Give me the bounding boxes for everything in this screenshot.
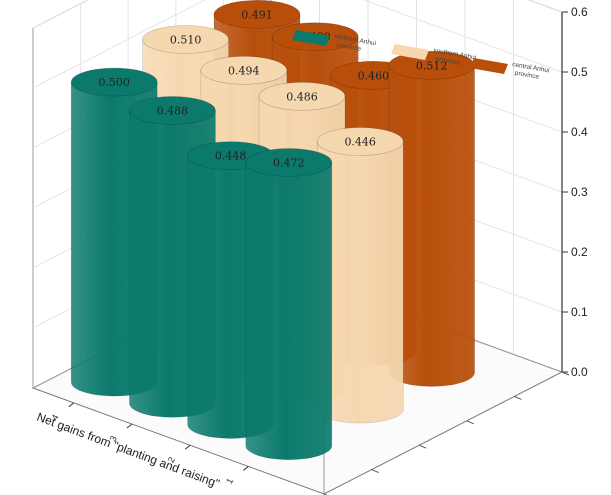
y-tick-label: 0.2 — [571, 245, 588, 259]
data-label-northern-1: 0.472 — [273, 157, 305, 170]
depth-tick — [419, 444, 427, 449]
data-label-northern-3: 0.488 — [157, 105, 189, 118]
x-tick — [68, 402, 75, 408]
data-label-southern-3: 0.494 — [228, 64, 260, 77]
data-label-northern-4: 0.500 — [98, 76, 130, 89]
grid-line — [32, 0, 563, 89]
data-label-central-4: 0.491 — [241, 8, 273, 21]
legend-swatch — [391, 44, 429, 60]
data-label-southern-2: 0.486 — [286, 90, 318, 103]
data-label-central-1: 0.512 — [416, 59, 448, 72]
data-label-central-2: 0.460 — [358, 69, 390, 82]
bar-top — [245, 148, 333, 177]
bar-southern-1 — [316, 127, 404, 424]
bar-top — [142, 25, 229, 54]
x-category-label: 4 — [49, 413, 60, 422]
x-category-label: 2 — [166, 455, 177, 464]
bars: 0.4910.4890.4600.5120.5100.4940.4860.446… — [70, 0, 475, 460]
depth-tick — [466, 420, 474, 425]
x-tick — [243, 466, 249, 471]
data-label-northern-2: 0.448 — [215, 150, 247, 163]
bar-top — [200, 56, 288, 85]
bar-top — [70, 67, 158, 97]
y-tick-label: 0.5 — [571, 65, 588, 79]
data-label-southern-4: 0.510 — [170, 34, 202, 47]
depth-tick — [514, 395, 522, 400]
x-category-label: 3 — [108, 434, 119, 443]
depth-tick — [561, 371, 570, 376]
x-tick — [184, 444, 191, 450]
y-tick-label: 0.3 — [571, 185, 588, 199]
bar-body — [245, 162, 333, 460]
bar-top — [129, 96, 216, 125]
x-tick — [126, 423, 133, 429]
bar-top — [258, 82, 346, 111]
data-label-southern-1: 0.446 — [344, 136, 376, 149]
x-category-label: 1 — [224, 476, 235, 485]
bar-central-1 — [388, 51, 475, 387]
legend-swatch — [470, 58, 508, 74]
bar-top — [316, 127, 404, 156]
bar-northern-1 — [245, 148, 333, 460]
y-tick-label: 0.6 — [571, 5, 588, 19]
y-tick-label: 0.1 — [571, 305, 588, 319]
bar-top — [213, 0, 301, 29]
depth-tick — [371, 469, 379, 474]
legend-swatch — [292, 30, 330, 46]
data-labels: 0.4910.4890.4600.5120.5100.4940.4860.446… — [98, 8, 447, 169]
y-tick-label: 0.0 — [571, 365, 588, 379]
y-tick-label: 0.4 — [571, 125, 588, 139]
